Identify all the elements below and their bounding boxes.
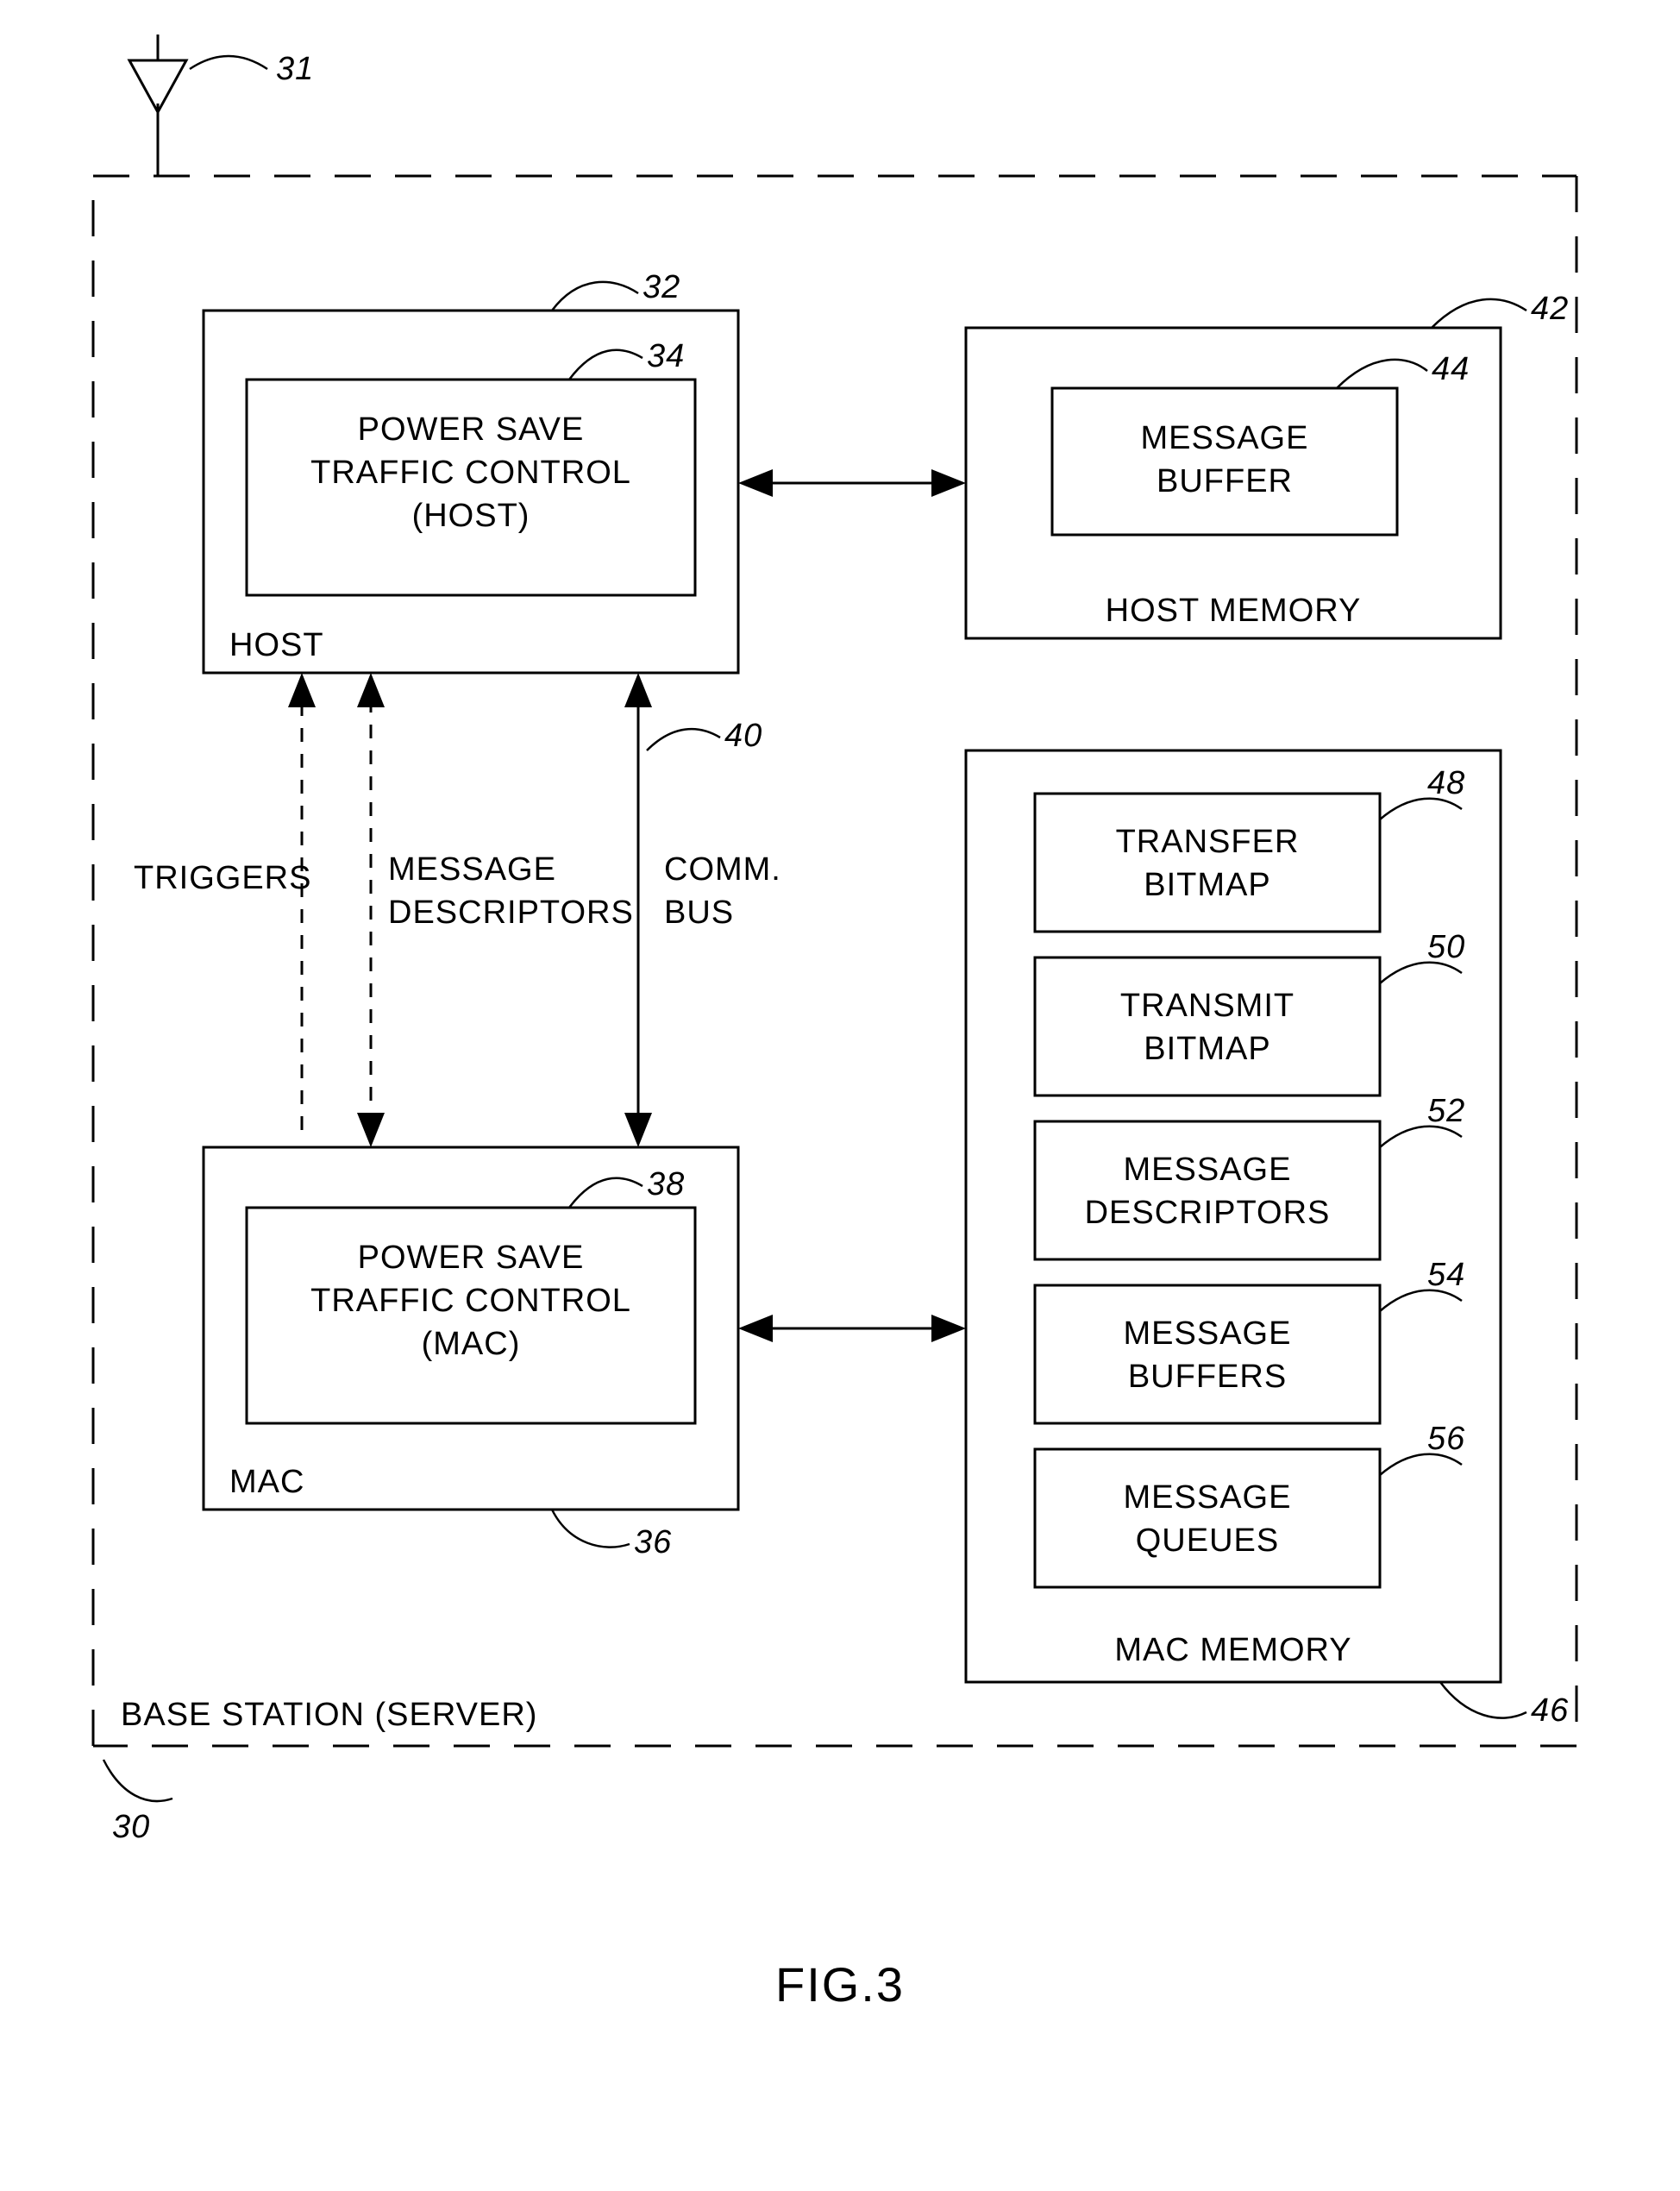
- mac-mem-item-line2: BITMAP: [1144, 1031, 1270, 1067]
- msgdesc-label1: MESSAGE: [388, 851, 556, 888]
- mac-mem-item-box: [1035, 1121, 1380, 1259]
- ref-36: 36: [634, 1524, 672, 1560]
- mac-label: MAC: [229, 1464, 304, 1500]
- mac-mem-item-box: [1035, 794, 1380, 932]
- arrow-triggers: [288, 673, 316, 1130]
- mac-mem-item-line1: MESSAGE: [1124, 1479, 1292, 1516]
- arrow-mac-macmem: [738, 1315, 966, 1342]
- antenna-lead: [190, 56, 267, 69]
- host-lead: [552, 282, 638, 311]
- figure-label: FIG.3: [775, 1957, 905, 2012]
- mac-mem-item-ref: 52: [1427, 1093, 1465, 1129]
- base-station-lead: [103, 1760, 172, 1801]
- ref-30: 30: [112, 1809, 150, 1845]
- mac-mem-item-box: [1035, 957, 1380, 1096]
- mac-mem-item-lead: [1380, 1290, 1462, 1311]
- ref-34: 34: [647, 338, 685, 374]
- msgbuf-line2: BUFFER: [1157, 463, 1293, 499]
- mac-mem-item-ref: 50: [1427, 929, 1465, 965]
- ref-46: 46: [1531, 1692, 1569, 1729]
- mac-ps-line2: TRAFFIC CONTROL: [310, 1283, 631, 1319]
- host-label: HOST: [229, 627, 324, 663]
- mac-ps-lead: [569, 1178, 643, 1208]
- mac-mem-item-line1: TRANSFER: [1116, 824, 1300, 860]
- arrow-host-hostmem: [738, 469, 966, 497]
- mac-mem-item-line2: BITMAP: [1144, 867, 1270, 903]
- msgbuf-line1: MESSAGE: [1141, 420, 1309, 456]
- antenna-icon: [129, 35, 186, 176]
- mac-mem-item-ref: 56: [1427, 1421, 1465, 1457]
- mac-mem-item-lead: [1380, 1454, 1462, 1475]
- host-mem-lead: [1432, 299, 1526, 328]
- mac-mem-item-line1: TRANSMIT: [1120, 988, 1294, 1024]
- base-station-label: BASE STATION (SERVER): [121, 1697, 537, 1733]
- mac-mem-item-line2: BUFFERS: [1128, 1359, 1287, 1395]
- message-buffer-box: [1052, 388, 1397, 535]
- comm-label2: BUS: [664, 895, 734, 931]
- mac-mem-item-line2: DESCRIPTORS: [1085, 1195, 1331, 1231]
- ref-32: 32: [643, 269, 680, 305]
- mac-mem-lead: [1440, 1682, 1526, 1718]
- ref-42: 42: [1531, 291, 1569, 327]
- commbus-lead: [647, 729, 720, 750]
- mac-mem-item-lead: [1380, 963, 1462, 983]
- msgbuf-lead: [1337, 360, 1427, 388]
- mac-ps-line1: POWER SAVE: [358, 1240, 585, 1276]
- mac-memory-items: TRANSFER BITMAP 48 TRANSMIT BITMAP 50 MESSAGE D…: [1035, 765, 1465, 1587]
- mac-mem-item-line1: MESSAGE: [1124, 1315, 1292, 1352]
- host-ps-line2: TRAFFIC CONTROL: [310, 455, 631, 491]
- ref-44: 44: [1432, 351, 1470, 387]
- diagram-root: 31 HOST 32 POWER SAVE TRAFFIC CONTROL (H…: [0, 0, 1680, 2191]
- mac-lead: [552, 1510, 630, 1548]
- host-ps-line1: POWER SAVE: [358, 411, 585, 448]
- arrow-msg-descriptors: [357, 673, 385, 1147]
- ref-40: 40: [724, 718, 762, 754]
- msgdesc-label2: DESCRIPTORS: [388, 895, 634, 931]
- ref-38: 38: [647, 1166, 685, 1202]
- mac-mem-item-box: [1035, 1449, 1380, 1587]
- ref-31: 31: [276, 51, 314, 87]
- mac-mem-item-lead: [1380, 1127, 1462, 1147]
- mac-mem-item-lead: [1380, 799, 1462, 819]
- mac-memory-label: MAC MEMORY: [1114, 1632, 1351, 1668]
- host-ps-lead: [569, 350, 643, 380]
- host-ps-line3: (HOST): [412, 498, 530, 534]
- mac-mem-item-line2: QUEUES: [1136, 1522, 1279, 1559]
- comm-label1: COMM.: [664, 851, 781, 888]
- mac-mem-item-line1: MESSAGE: [1124, 1152, 1292, 1188]
- host-memory-label: HOST MEMORY: [1106, 593, 1362, 629]
- triggers-label: TRIGGERS: [134, 860, 311, 896]
- mac-mem-item-ref: 54: [1427, 1257, 1465, 1293]
- mac-ps-line3: (MAC): [422, 1326, 521, 1362]
- mac-mem-item-box: [1035, 1285, 1380, 1423]
- mac-mem-item-ref: 48: [1427, 765, 1465, 801]
